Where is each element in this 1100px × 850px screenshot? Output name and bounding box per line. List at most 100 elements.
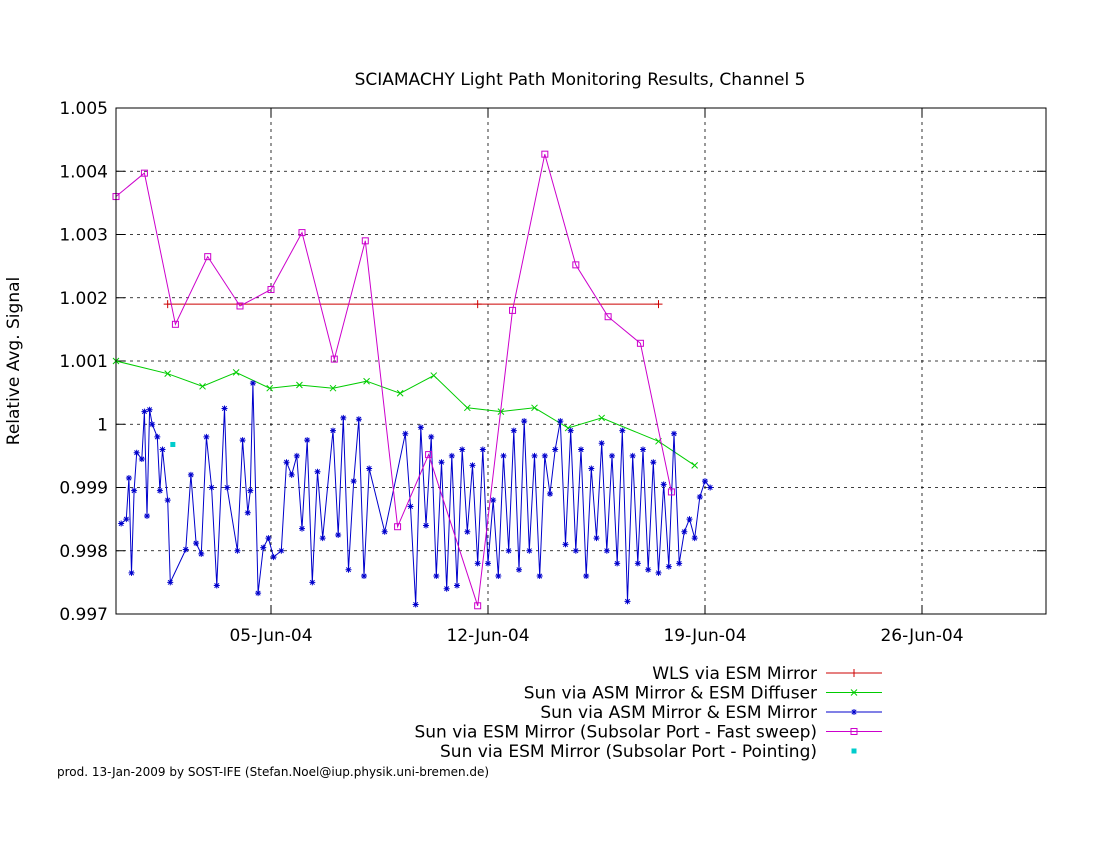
legend-label: Sun via ESM Mirror (Subsolar Port - Fast… [414,723,817,743]
y-tick-label: 1.003 [59,226,108,246]
data-point [141,408,148,415]
data-point [603,547,610,554]
y-tick-label: 1.005 [59,99,108,119]
data-point [159,446,166,453]
data-point [454,582,460,589]
data-point [198,550,205,557]
data-point [547,490,553,497]
data-point [614,560,621,567]
data-point [394,523,402,531]
data-point [146,406,153,413]
data-point [266,384,274,392]
legend-label: Sun via ASM Mirror & ESM Diffuser [524,684,817,704]
plot-frame [115,107,1047,615]
data-point [350,478,357,485]
data-point [660,481,667,488]
data-point [624,598,631,605]
data-point [578,446,584,453]
y-tick-label: 0.998 [59,542,108,562]
y-tick-label: 1 [97,415,108,435]
data-point [156,487,163,494]
data-point [293,452,300,459]
data-point [681,528,688,535]
data-point [330,427,336,434]
data-point [224,484,231,491]
data-point [428,433,435,440]
data-point [236,302,244,310]
data-point [234,547,241,554]
data-point [249,380,256,387]
data-point [636,339,644,347]
data-point [123,516,130,523]
data-point [193,540,200,547]
data-point [609,452,615,459]
data-point [598,414,606,422]
data-point [423,522,429,529]
data-point [366,465,373,472]
data-point [686,516,693,523]
data-point [283,459,290,466]
y-tick-label: 1.004 [59,162,108,182]
data-point [204,253,212,261]
data-point [187,471,194,478]
data-point [463,404,471,412]
y-tick-label: 1.002 [59,289,108,309]
data-point [567,427,574,434]
data-point [407,503,414,510]
data-point [691,535,698,542]
data-point [619,427,626,434]
data-point [850,669,858,677]
data-point [208,484,215,491]
data-point [361,237,369,245]
series [118,380,714,608]
data-point [572,261,580,269]
data-point [296,381,303,389]
series [112,357,699,469]
data-point [500,452,507,459]
data-point [655,569,662,576]
data-point [140,169,148,177]
data-point [474,560,481,567]
data-point [557,418,564,425]
x-tick-label: 05-Jun-04 [229,626,312,646]
data-point [604,313,612,321]
footer-credit: prod. 13-Jan-2009 by SOST-IFE (Stefan.No… [57,765,489,779]
data-point [128,569,135,576]
data-point [265,535,272,542]
x-tick-label: 26-Jun-04 [880,626,963,646]
data-point [118,520,125,527]
data-point [345,566,352,573]
data-point [702,478,708,485]
y-tick-label: 0.997 [59,605,108,625]
data-point [203,433,210,440]
data-point [490,497,497,504]
data-point [298,229,306,237]
data-point [138,456,145,463]
data-point [221,405,228,412]
data-point [851,748,857,754]
data-point [469,462,476,469]
data-point [671,430,677,437]
data-point [531,452,538,459]
data-point [588,465,595,472]
data-point [299,525,305,532]
data-point [464,528,471,535]
data-point [335,531,342,538]
data-point [363,377,370,385]
data-point [665,563,672,570]
data-point [696,493,703,500]
data-point [505,547,512,554]
data-point [634,560,641,567]
y-tick-label: 1.001 [59,352,108,372]
series-line [115,360,695,466]
data-point [667,488,675,496]
data-point [163,300,172,309]
data-point [144,512,150,519]
data-point [448,452,455,459]
y-axis-label: Relative Avg. Signal [4,277,24,445]
chart-title: SCIAMACHY Light Path Monitoring Results,… [355,70,806,90]
data-point [654,300,663,309]
grid [116,108,1046,614]
series-line [120,383,711,605]
